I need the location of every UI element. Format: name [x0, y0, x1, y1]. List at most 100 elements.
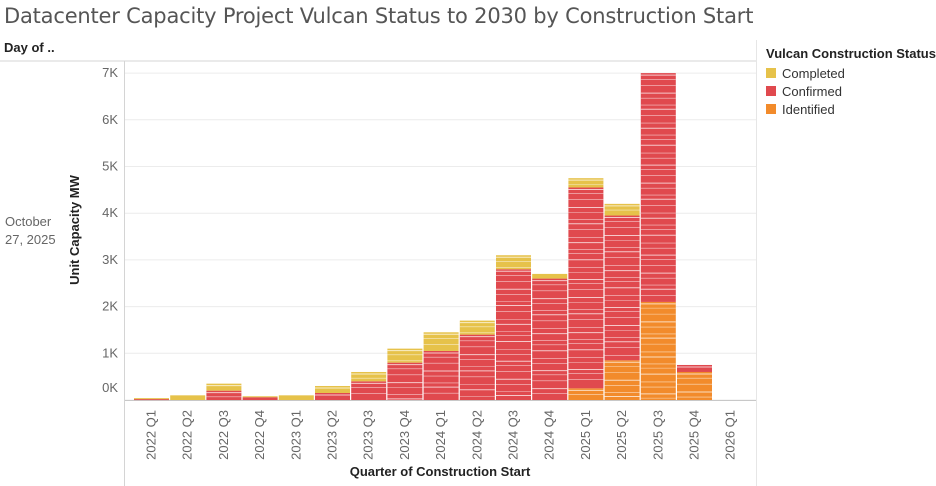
bar[interactable] — [170, 395, 206, 400]
bar[interactable] — [423, 332, 459, 351]
chart-title: Datacenter Capacity Project Vulcan Statu… — [4, 4, 754, 28]
bar[interactable] — [459, 334, 495, 400]
bar-segment-completed[interactable] — [351, 371, 387, 382]
bar[interactable] — [604, 203, 640, 216]
bar[interactable] — [242, 397, 278, 400]
bars — [134, 73, 712, 401]
bar[interactable] — [134, 398, 169, 400]
bar-segment-completed[interactable] — [315, 385, 350, 393]
bar[interactable] — [459, 320, 495, 335]
bar-segment-completed[interactable] — [604, 203, 640, 216]
bar-segment-identified[interactable] — [640, 301, 676, 400]
legend-title: Vulcan Construction Status — [766, 46, 936, 61]
bar-segment-completed[interactable] — [532, 273, 568, 279]
bar[interactable] — [568, 187, 604, 389]
y-tick-label: 2K — [102, 299, 118, 314]
bar[interactable] — [568, 388, 604, 400]
x-tick-label: 2025 Q4 — [687, 410, 702, 460]
bar-segment-confirmed[interactable] — [604, 215, 640, 361]
x-tick-label: 2022 Q4 — [252, 410, 267, 460]
x-tick-label: 2024 Q4 — [542, 410, 557, 460]
x-tick-label: 2024 Q2 — [469, 410, 484, 460]
bar-segment-completed[interactable] — [170, 395, 206, 400]
bar-segment-confirmed[interactable] — [134, 399, 169, 401]
row-value: October 27, 2025 — [5, 214, 56, 247]
legend-swatch — [766, 68, 776, 78]
legend-item-identified[interactable]: Identified — [766, 100, 936, 118]
x-tick-label: 2022 Q2 — [180, 410, 195, 460]
bar[interactable] — [351, 381, 387, 400]
x-tick-label: 2023 Q2 — [325, 410, 340, 460]
y-tick-labels: 0K 1K 2K 3K 4K 5K 6K 7K — [102, 65, 118, 395]
bar-segment-completed[interactable] — [242, 396, 278, 398]
bar-segment-confirmed[interactable] — [640, 73, 676, 302]
bar[interactable] — [640, 301, 676, 400]
bar-segment-confirmed[interactable] — [423, 350, 459, 400]
legend: Vulcan Construction Status Completed Con… — [766, 46, 936, 118]
chart-structure — [0, 40, 757, 486]
bar-segment-completed[interactable] — [134, 398, 169, 400]
bar[interactable] — [640, 73, 676, 302]
x-tick-label: 2025 Q1 — [578, 410, 593, 460]
bar[interactable] — [496, 269, 531, 400]
bar[interactable] — [351, 371, 387, 382]
bar-segment-completed[interactable] — [496, 255, 531, 270]
bar-segment-identified[interactable] — [604, 360, 640, 400]
bar-segment-confirmed[interactable] — [206, 390, 242, 400]
bar-segment-identified[interactable] — [568, 388, 604, 400]
y-tick-label: 0K — [102, 380, 118, 395]
x-tick-label: 2025 Q2 — [614, 410, 629, 460]
x-tick-label: 2022 Q3 — [216, 410, 231, 460]
bar-segment-completed[interactable] — [568, 178, 604, 188]
legend-swatch — [766, 104, 776, 114]
bar[interactable] — [387, 348, 423, 363]
y-tick-label: 1K — [102, 345, 118, 360]
bar[interactable] — [677, 364, 712, 372]
bar-segment-confirmed[interactable] — [315, 392, 350, 400]
bar-segment-completed[interactable] — [387, 348, 423, 363]
y-tick-label: 7K — [102, 65, 118, 80]
bar-segment-confirmed[interactable] — [496, 269, 531, 400]
legend-item-confirmed[interactable]: Confirmed — [766, 82, 936, 100]
bar-segment-completed[interactable] — [423, 332, 459, 351]
bar-segment-confirmed[interactable] — [459, 334, 495, 400]
bar[interactable] — [532, 278, 568, 400]
bar[interactable] — [315, 385, 350, 393]
bar-segment-confirmed[interactable] — [568, 187, 604, 389]
x-tick-label: 2023 Q1 — [288, 410, 303, 460]
x-tick-label: 2024 Q3 — [506, 410, 521, 460]
bar-segment-confirmed[interactable] — [387, 362, 423, 400]
bar[interactable] — [496, 255, 531, 270]
bar[interactable] — [532, 273, 568, 279]
bar[interactable] — [278, 395, 314, 400]
bar-segment-completed[interactable] — [459, 320, 495, 335]
bar-segment-completed[interactable] — [206, 383, 242, 391]
bar-segment-completed[interactable] — [278, 395, 314, 400]
row-header[interactable]: Day of .. — [4, 40, 55, 55]
y-tick-label: 4K — [102, 205, 118, 220]
x-tick-label: 2023 Q4 — [397, 410, 412, 460]
bar-segment-confirmed[interactable] — [351, 381, 387, 400]
x-tick-label: 2026 Q1 — [723, 410, 738, 460]
legend-item-completed[interactable]: Completed — [766, 64, 936, 82]
legend-label: Completed — [782, 65, 845, 81]
x-tick-labels: 2022 Q1 2022 Q2 2022 Q3 2022 Q4 2023 Q1 2023 … — [144, 410, 738, 460]
bar[interactable] — [568, 178, 604, 188]
bar-segment-confirmed[interactable] — [677, 364, 712, 372]
legend-swatch — [766, 86, 776, 96]
bar[interactable] — [423, 350, 459, 400]
legend-label: Identified — [782, 101, 835, 117]
x-tick-label: 2022 Q1 — [144, 410, 159, 460]
bar[interactable] — [242, 396, 278, 398]
bar[interactable] — [677, 371, 712, 400]
bar[interactable] — [134, 399, 169, 401]
legend-label: Confirmed — [782, 83, 842, 99]
bar[interactable] — [315, 392, 350, 400]
bar-segment-identified[interactable] — [677, 371, 712, 400]
bar[interactable] — [206, 390, 242, 400]
bar-segment-confirmed[interactable] — [532, 278, 568, 400]
bar[interactable] — [206, 383, 242, 391]
bar-segment-confirmed[interactable] — [242, 397, 278, 400]
x-tick-label: 2023 Q3 — [361, 410, 376, 460]
